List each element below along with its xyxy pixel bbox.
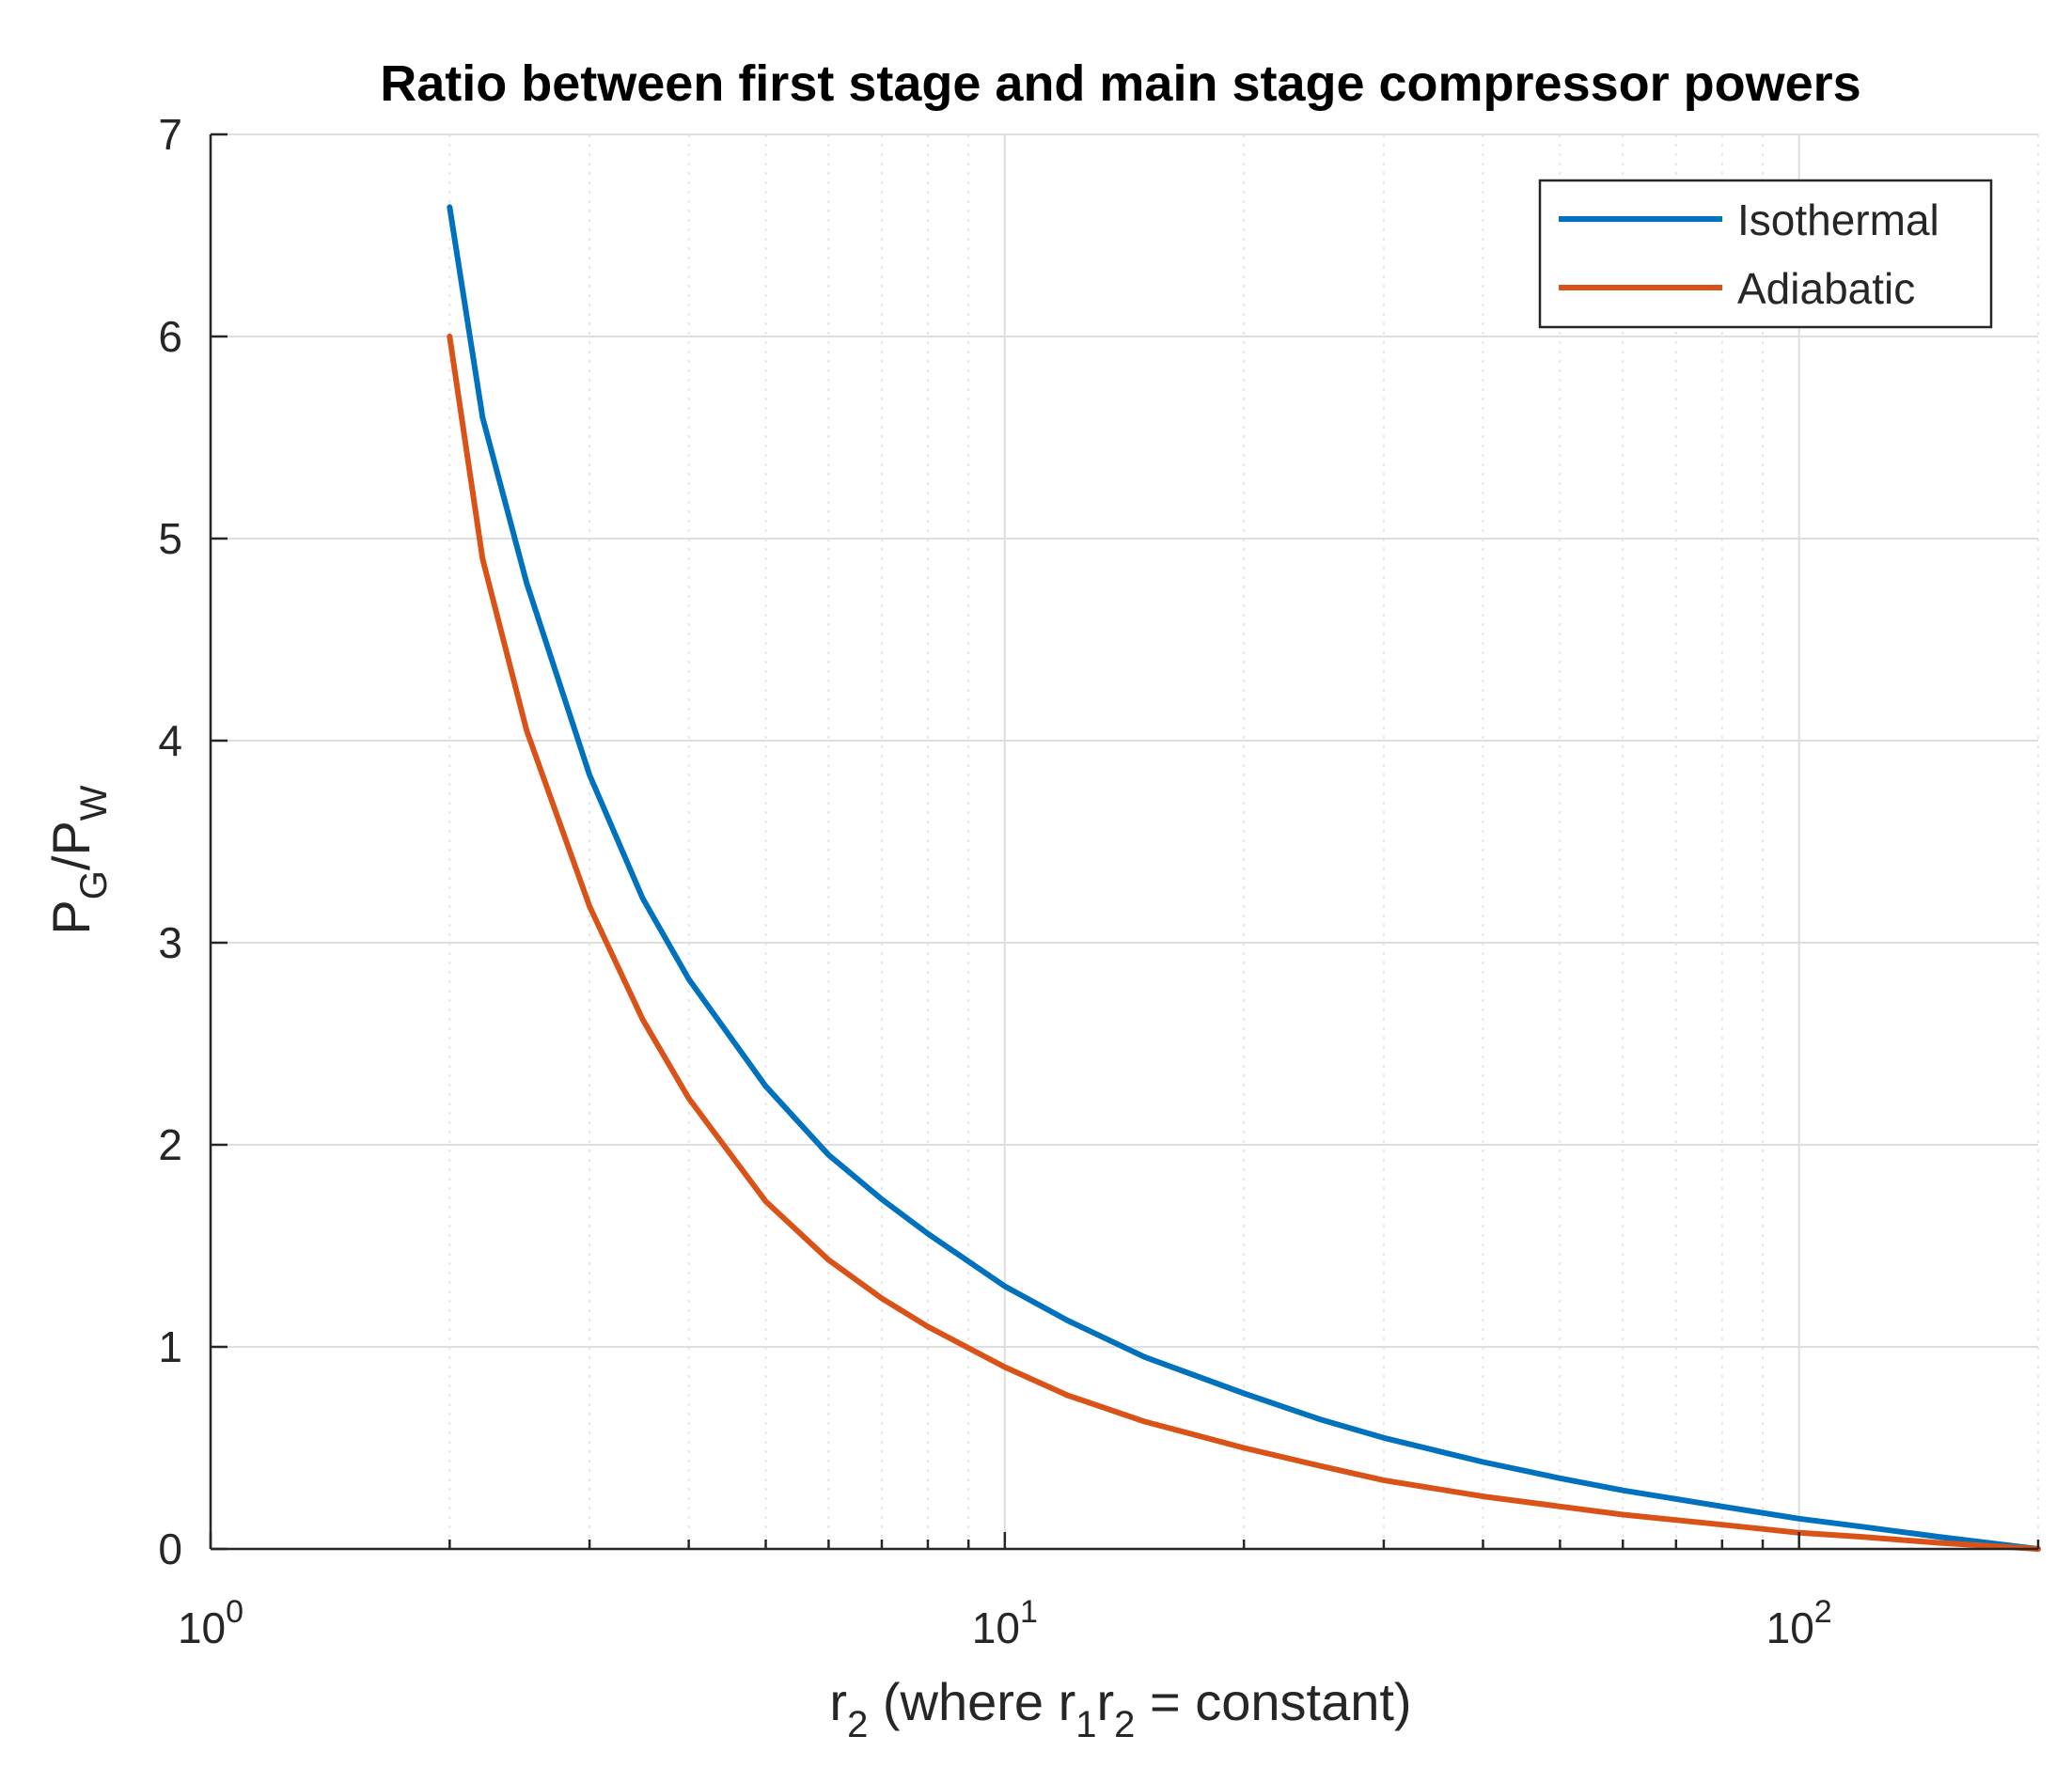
x-tick-base: 10 (972, 1603, 1020, 1652)
y-tick-label: 5 (158, 514, 182, 563)
x-tick-label: 100 (178, 1594, 243, 1652)
legend-box (1538, 179, 1993, 329)
y-tick-label: 1 (158, 1322, 182, 1371)
y-axis-label: PG/PW (41, 785, 115, 934)
x-label-tail: = constant) (1135, 1672, 1411, 1731)
y-tick-label: 3 (158, 918, 182, 967)
y-tick-label: 4 (158, 716, 182, 765)
x-tick-label: 101 (972, 1594, 1038, 1652)
x-tick-exponent: 0 (226, 1594, 243, 1630)
grid (210, 133, 2039, 1550)
x-label-sub1: 1 (1075, 1704, 1096, 1745)
x-label-sub2: 2 (1114, 1704, 1135, 1745)
legend-label-isothermal: Isothermal (1737, 195, 1939, 244)
x-axis-label: r2 (where r1r2 = constant) (829, 1672, 1411, 1745)
y-label-sub: G (73, 870, 115, 899)
x-tick-exponent: 1 (1020, 1594, 1038, 1630)
y-label-sub2: W (73, 785, 115, 821)
x-tick-base: 10 (178, 1603, 226, 1652)
series-layer (447, 204, 2041, 1552)
axes (209, 134, 2038, 1551)
chart-title: Ratio between first stage and main stage… (380, 55, 1860, 112)
y-tick-label: 6 (158, 312, 182, 361)
y-label-slash: /P (41, 821, 101, 870)
legend: Isothermal Adiabatic (1538, 179, 1993, 329)
x-tick-label: 102 (1766, 1594, 1832, 1652)
y-tick-label: 2 (158, 1120, 182, 1169)
y-tick-label: 0 (158, 1525, 182, 1573)
y-label-base: P (41, 899, 101, 934)
y-tick-label: 7 (158, 110, 182, 159)
x-label-mid: r (1097, 1672, 1115, 1731)
series-line-adiabatic (447, 334, 2041, 1552)
x-label-base: r (829, 1672, 847, 1731)
x-label-rest: (where r (868, 1672, 1075, 1731)
x-tick-base: 10 (1766, 1603, 1814, 1652)
x-label-sub: 2 (847, 1704, 868, 1745)
x-tick-exponent: 2 (1814, 1594, 1832, 1630)
series-line-isothermal (447, 204, 2041, 1552)
legend-label-adiabatic: Adiabatic (1737, 264, 1915, 313)
